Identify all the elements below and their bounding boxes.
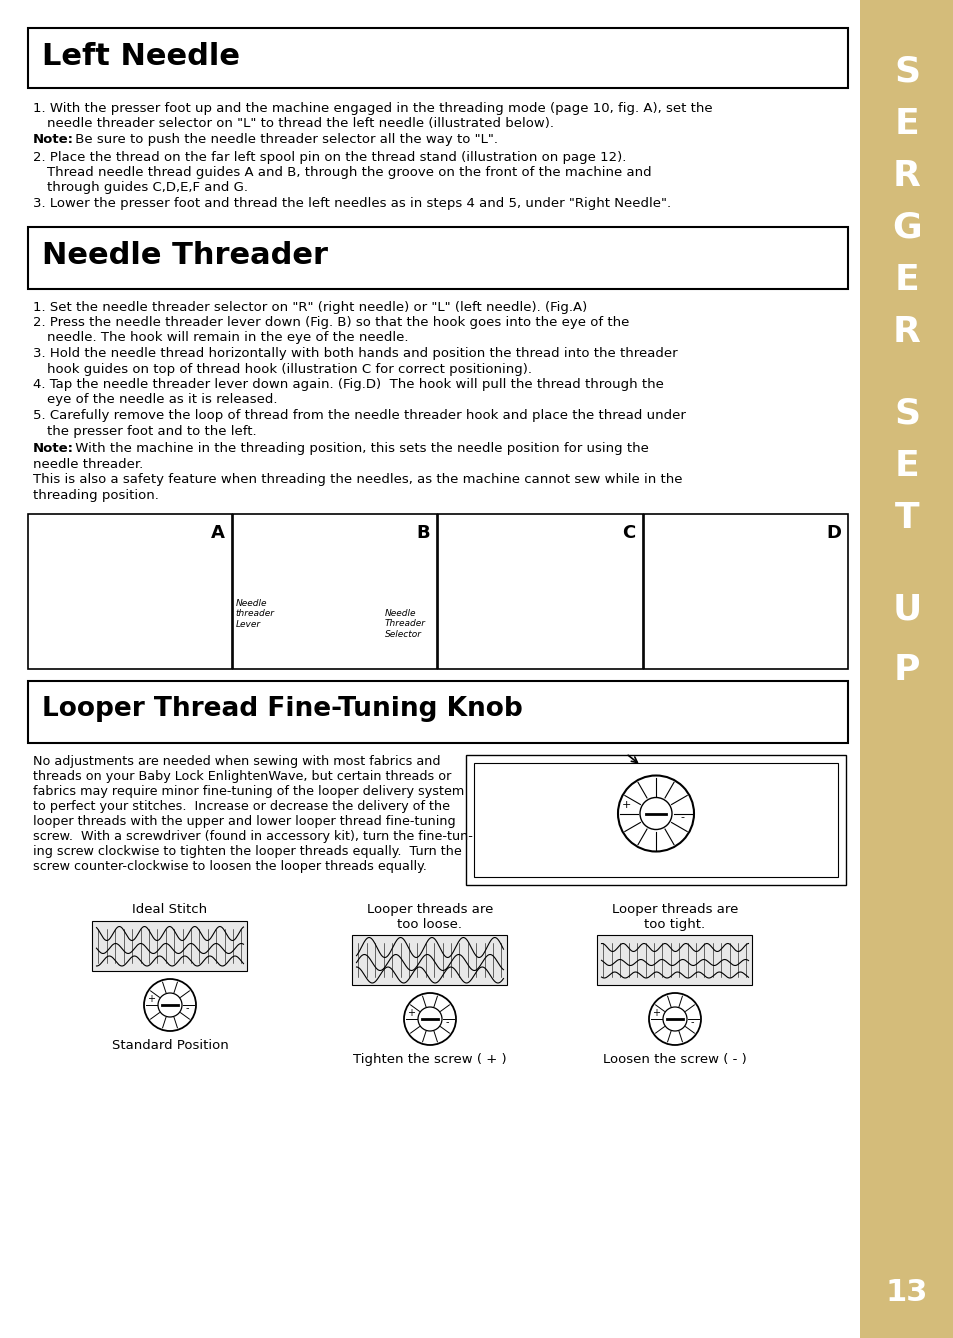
Bar xyxy=(28,681,847,743)
Text: Tighten the screw ( + ): Tighten the screw ( + ) xyxy=(353,1053,506,1066)
Text: +: + xyxy=(651,1008,659,1018)
Text: ing screw clockwise to tighten the looper threads equally.  Turn the: ing screw clockwise to tighten the loope… xyxy=(33,846,461,858)
Text: This is also a safety feature when threading the needles, as the machine cannot : This is also a safety feature when threa… xyxy=(33,474,681,486)
Text: G: G xyxy=(891,211,921,245)
Text: -: - xyxy=(186,1004,190,1013)
Text: R: R xyxy=(892,314,920,349)
Text: fabrics may require minor fine-tuning of the looper delivery system: fabrics may require minor fine-tuning of… xyxy=(33,785,464,797)
Text: -: - xyxy=(679,812,683,823)
Text: looper threads with the upper and lower looper thread fine-tuning: looper threads with the upper and lower … xyxy=(33,815,456,828)
Text: +: + xyxy=(621,800,631,811)
Text: A: A xyxy=(212,524,225,542)
Text: E: E xyxy=(894,264,919,297)
Text: Looper Thread Fine-Tuning Knob: Looper Thread Fine-Tuning Knob xyxy=(42,696,522,723)
Text: needle. The hook will remain in the eye of the needle.: needle. The hook will remain in the eye … xyxy=(47,332,408,344)
Bar xyxy=(92,921,247,971)
Text: Note:: Note: xyxy=(33,442,74,455)
Text: Looper threads are
too tight.: Looper threads are too tight. xyxy=(611,903,738,931)
Text: 1. With the presser foot up and the machine engaged in the threading mode (page : 1. With the presser foot up and the mach… xyxy=(33,102,712,115)
Text: 13: 13 xyxy=(885,1278,927,1307)
Bar xyxy=(352,935,507,985)
Text: Needle
threader
Lever: Needle threader Lever xyxy=(235,599,274,629)
Bar xyxy=(28,226,847,289)
Text: T: T xyxy=(894,500,919,535)
Bar xyxy=(643,514,847,669)
Bar xyxy=(597,935,752,985)
Text: the presser foot and to the left.: the presser foot and to the left. xyxy=(47,424,256,438)
Text: With the machine in the threading position, this sets the needle position for us: With the machine in the threading positi… xyxy=(71,442,648,455)
Text: D: D xyxy=(825,524,841,542)
Text: 5. Carefully remove the loop of thread from the needle threader hook and place t: 5. Carefully remove the loop of thread f… xyxy=(33,409,685,421)
Text: Needle
Threader
Selector: Needle Threader Selector xyxy=(385,609,426,638)
Text: Needle Threader: Needle Threader xyxy=(42,241,328,269)
Text: R: R xyxy=(892,159,920,193)
Text: screw counter-clockwise to loosen the looper threads equally.: screw counter-clockwise to loosen the lo… xyxy=(33,860,426,872)
Text: needle threader.: needle threader. xyxy=(33,458,143,471)
Text: to perfect your stitches.  Increase or decrease the delivery of the: to perfect your stitches. Increase or de… xyxy=(33,800,450,814)
Text: Looper threads are
too loose.: Looper threads are too loose. xyxy=(366,903,493,931)
Bar xyxy=(438,514,642,669)
Text: +: + xyxy=(407,1008,415,1018)
Text: S: S xyxy=(893,397,919,431)
Text: No adjustments are needed when sewing with most fabrics and: No adjustments are needed when sewing wi… xyxy=(33,755,440,768)
Text: Thread needle thread guides A and B, through the groove on the front of the mach: Thread needle thread guides A and B, thr… xyxy=(47,166,651,179)
Bar xyxy=(859,0,953,1338)
Bar xyxy=(233,514,437,669)
Text: Loosen the screw ( - ): Loosen the screw ( - ) xyxy=(602,1053,746,1066)
Bar xyxy=(465,755,845,884)
Text: Left Needle: Left Needle xyxy=(42,41,240,71)
Text: hook guides on top of thread hook (illustration C for correct positioning).: hook guides on top of thread hook (illus… xyxy=(47,363,532,376)
Text: 2. Press the needle threader lever down (Fig. B) so that the hook goes into the : 2. Press the needle threader lever down … xyxy=(33,316,629,329)
Text: Ideal Stitch: Ideal Stitch xyxy=(132,903,208,917)
Text: Note:: Note: xyxy=(33,132,74,146)
Text: 3. Lower the presser foot and thread the left needles as in steps 4 and 5, under: 3. Lower the presser foot and thread the… xyxy=(33,197,670,210)
Text: -: - xyxy=(690,1017,694,1028)
Text: B: B xyxy=(416,524,430,542)
Text: eye of the needle as it is released.: eye of the needle as it is released. xyxy=(47,393,277,407)
Text: E: E xyxy=(894,450,919,483)
Text: Standard Position: Standard Position xyxy=(112,1040,228,1052)
Text: screw.  With a screwdriver (found in accessory kit), turn the fine-tun-: screw. With a screwdriver (found in acce… xyxy=(33,830,473,843)
Text: through guides C,D,E,F and G.: through guides C,D,E,F and G. xyxy=(47,182,248,194)
Text: P: P xyxy=(893,653,920,686)
Text: -: - xyxy=(446,1017,449,1028)
Bar xyxy=(474,763,837,876)
Text: Be sure to push the needle threader selector all the way to "L".: Be sure to push the needle threader sele… xyxy=(71,132,497,146)
Text: E: E xyxy=(894,107,919,140)
Bar xyxy=(28,514,232,669)
Bar xyxy=(28,28,847,88)
Text: U: U xyxy=(891,593,921,628)
Text: 2. Place the thread on the far left spool pin on the thread stand (illustration : 2. Place the thread on the far left spoo… xyxy=(33,150,626,163)
Text: S: S xyxy=(893,55,919,90)
Text: threads on your Baby Lock EnlightenWave, but certain threads or: threads on your Baby Lock EnlightenWave,… xyxy=(33,769,451,783)
Text: +: + xyxy=(147,994,154,1004)
Text: threading position.: threading position. xyxy=(33,488,159,502)
Text: C: C xyxy=(621,524,635,542)
Text: needle threader selector on "L" to thread the left needle (illustrated below).: needle threader selector on "L" to threa… xyxy=(47,118,554,131)
Text: 3. Hold the needle thread horizontally with both hands and position the thread i: 3. Hold the needle thread horizontally w… xyxy=(33,347,677,360)
Text: 4. Tap the needle threader lever down again. (Fig.D)  The hook will pull the thr: 4. Tap the needle threader lever down ag… xyxy=(33,379,663,391)
Text: 1. Set the needle threader selector on "R" (right needle) or "L" (left needle). : 1. Set the needle threader selector on "… xyxy=(33,301,587,313)
